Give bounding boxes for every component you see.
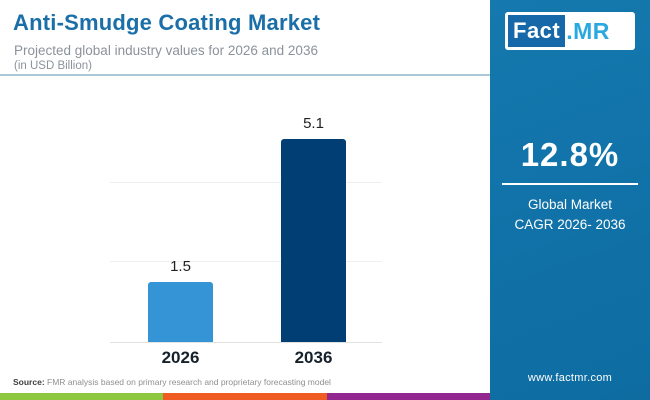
bar-column-2026: 1.5 bbox=[148, 103, 213, 342]
logo-fact-text: Fact bbox=[508, 15, 566, 47]
strip-segment-orange bbox=[163, 393, 327, 400]
bar-value-label: 5.1 bbox=[303, 114, 324, 132]
unit-note: (in USD Billion) bbox=[14, 60, 92, 72]
website-link[interactable]: www.factmr.com bbox=[527, 372, 613, 384]
cagr-label-line1: Global Market bbox=[527, 197, 613, 212]
source-note: Source: FMR analysis based on primary re… bbox=[13, 377, 331, 387]
cagr-value: 12.8% bbox=[520, 136, 620, 173]
gridline bbox=[110, 261, 382, 263]
gridline bbox=[110, 181, 382, 183]
header-divider bbox=[0, 74, 490, 76]
side-panel: Fact .MR 12.8% Global Market CAGR 2026- … bbox=[490, 0, 650, 400]
bar-2036 bbox=[281, 138, 346, 342]
page-title: Anti-Smudge Coating Market bbox=[13, 10, 321, 35]
strip-segment-purple bbox=[326, 393, 490, 400]
cagr-block: 12.8% Global Market CAGR 2026- 2036 bbox=[490, 136, 650, 236]
page-subtitle: Projected global industry values for 202… bbox=[14, 43, 318, 58]
bar-chart: 1.5 5.1 2026 2036 bbox=[110, 103, 382, 367]
cagr-divider bbox=[502, 183, 638, 185]
header: Anti-Smudge Coating Market Projected glo… bbox=[0, 0, 490, 76]
factmr-logo: Fact .MR bbox=[505, 12, 635, 50]
logo-mr-text: .MR bbox=[566, 17, 610, 44]
bar-value-label: 1.5 bbox=[170, 258, 191, 276]
x-axis-label-2026: 2026 bbox=[161, 348, 200, 367]
strip-segment-green bbox=[0, 393, 164, 400]
bar-column-2036: 5.1 bbox=[281, 103, 346, 342]
x-axis-label-2036: 2036 bbox=[294, 348, 333, 367]
source-text: FMR analysis based on primary research a… bbox=[44, 377, 331, 387]
cagr-label-line2: CAGR 2026- 2036 bbox=[514, 217, 626, 233]
cagr-label: Global Market CAGR 2026- 2036 bbox=[490, 195, 650, 236]
source-label: Source: bbox=[13, 377, 45, 387]
bottom-color-strip bbox=[0, 393, 490, 400]
bar-2026 bbox=[148, 282, 213, 342]
